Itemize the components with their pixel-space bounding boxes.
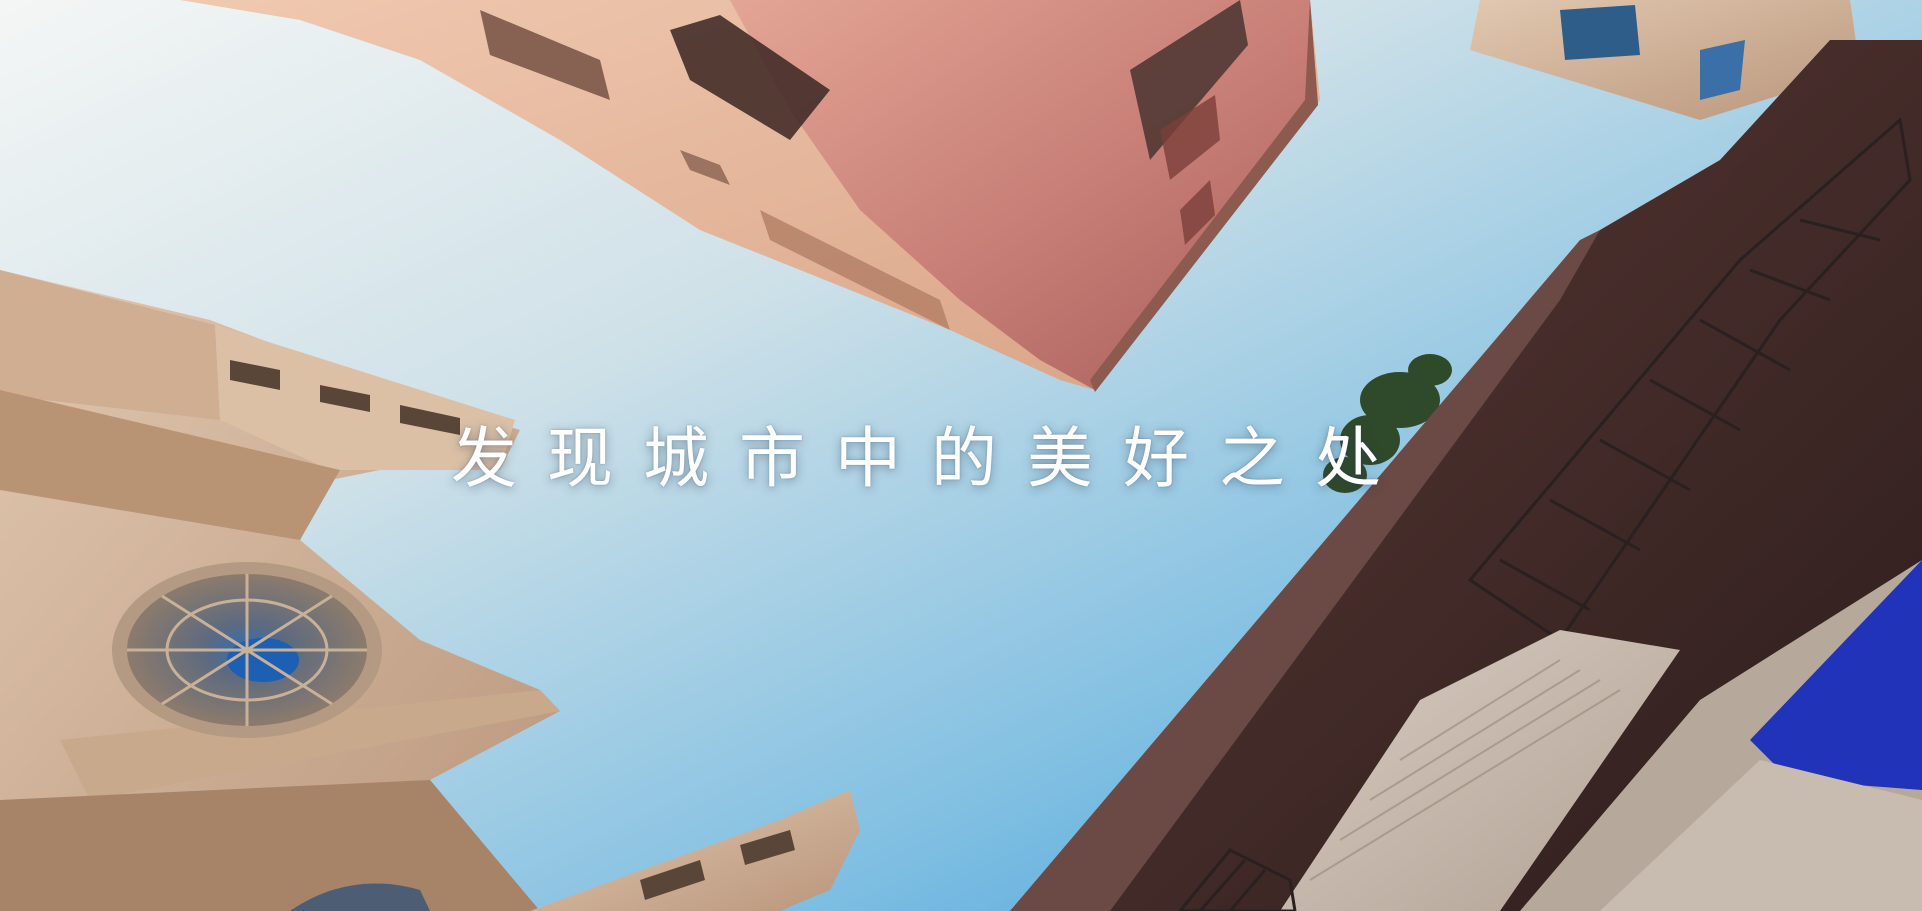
hero-headline: 发现城市中的美好之处 <box>451 420 1411 497</box>
